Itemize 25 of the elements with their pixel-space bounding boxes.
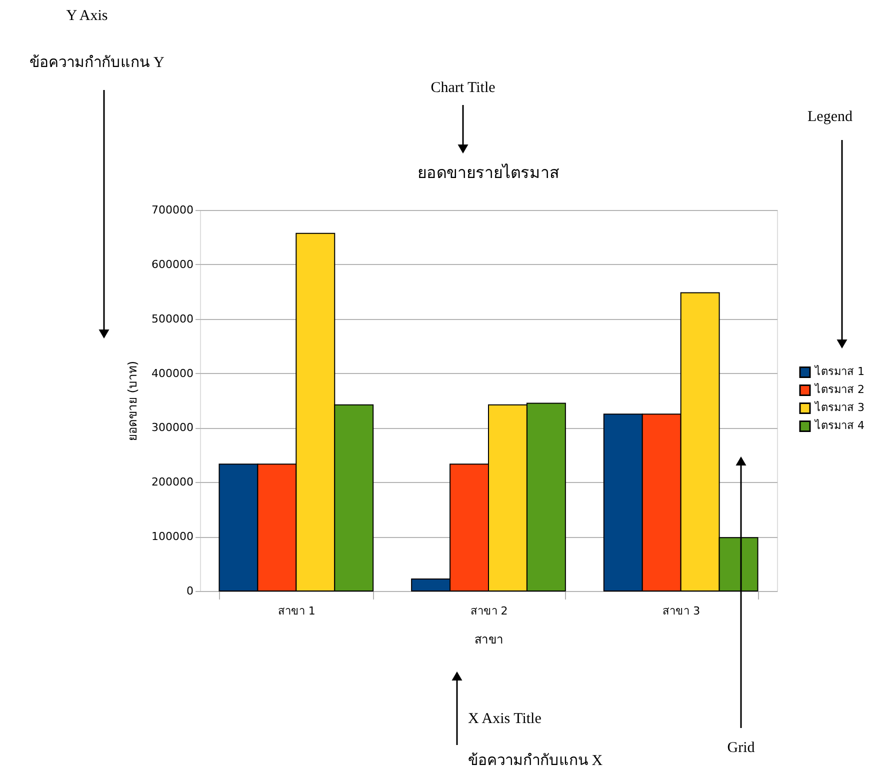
y-axis-title: ยอดขาย (บาท) — [126, 360, 140, 442]
legend-label: ไตรมาส 2 — [814, 383, 864, 396]
x-tick-label: สาขา 3 — [662, 604, 700, 618]
text: Chart Title — [430, 80, 496, 96]
y-tick-label: 500000 — [152, 312, 194, 326]
legend-label: ไตรมาส 1 — [814, 365, 864, 378]
y-tick-label: 600000 — [152, 258, 194, 271]
text: X Axis Title — [468, 711, 542, 727]
x-tick-label: สาขา 2 — [470, 604, 508, 618]
x-tick-label: สาขา 1 — [278, 604, 316, 618]
legend-label: ไตรมาส 4 — [814, 419, 864, 432]
y-tick-label: 0 — [186, 584, 194, 598]
chart-title: ยอดขายรายไตรมาส — [418, 163, 560, 182]
y-tick-label: 200000 — [152, 476, 194, 489]
y-tick-label: 300000 — [152, 421, 194, 434]
text: ข้อความกำกับแกน Y — [30, 54, 164, 71]
text: Legend — [808, 109, 853, 125]
y-tick-label: 400000 — [152, 366, 194, 380]
text: Y Axis — [66, 8, 108, 24]
x-axis-title: สาขา — [474, 632, 504, 646]
text: ข้อความกำกับแกน X — [468, 752, 603, 769]
y-tick-label: 100000 — [152, 530, 194, 544]
y-tick-label: 700000 — [152, 204, 194, 216]
text: Grid — [727, 740, 756, 756]
legend-label: ไตรมาส 3 — [814, 401, 864, 414]
